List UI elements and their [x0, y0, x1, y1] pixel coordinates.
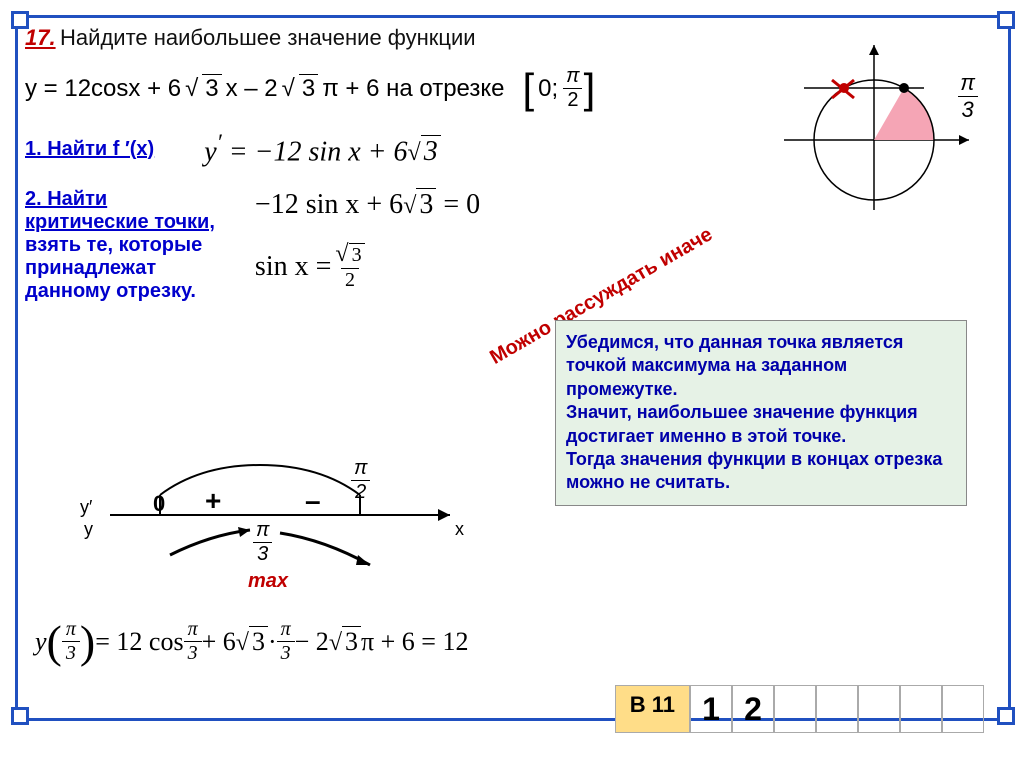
step2-block: 2. Найти критические точки, взять те, ко…: [25, 188, 215, 303]
digit-empty: [900, 685, 942, 733]
eq-sinx: sin x = 3 2: [255, 241, 480, 292]
e2r: = 0: [436, 189, 480, 220]
fpi3: π: [277, 618, 295, 641]
digit-empty: [816, 685, 858, 733]
sqrt3-a: 3: [202, 74, 221, 103]
sqrt-icon: [335, 244, 348, 266]
zero: 0: [153, 491, 165, 517]
fp6: + 6: [202, 627, 236, 657]
info-box: Убедимся, что данная точка является точк…: [555, 320, 967, 506]
fm2: − 2: [295, 627, 329, 657]
answer-label: В 11: [615, 685, 690, 733]
int-pi: π: [562, 65, 583, 88]
title-text: Найдите наибольшее значение функции: [60, 25, 476, 50]
d1: y: [204, 136, 216, 167]
pi-top: π: [350, 457, 371, 480]
step1-label: 1. Найти f ′(x): [25, 138, 154, 161]
fpi2: π: [184, 618, 202, 641]
e2l: −12 sin x + 6: [255, 189, 403, 220]
e3d: 2: [341, 268, 359, 292]
digit-1: 1: [690, 685, 732, 733]
s2l4: принадлежат: [25, 257, 215, 280]
sqrt-icon: [282, 75, 295, 103]
problem-number: 17.: [25, 25, 56, 50]
eq-p5: π + 6 на отрезке: [322, 75, 504, 103]
d2: = −12 sin x + 6: [222, 136, 408, 167]
s2l5: данному отрезку.: [25, 280, 215, 303]
sqrt-icon: [185, 75, 198, 103]
equations-block: −12 sin x + 6 3 = 0 sin x = 3 2: [255, 188, 480, 303]
e3n: 3: [349, 243, 365, 267]
int-left: 0;: [538, 75, 558, 103]
e2s: 3: [416, 188, 436, 221]
digit-2: 2: [732, 685, 774, 733]
answer-row: В 11 1 2: [615, 685, 984, 733]
three-mid: 3: [253, 542, 272, 566]
sqrt-icon: [403, 189, 416, 220]
final-calc: y ( π3 ) = 12 cos π3 + 6 3 · π3 − 2 3 π …: [35, 615, 468, 668]
s2l3: взять те, которые: [25, 234, 215, 257]
s2l2: критические точки,: [25, 211, 215, 234]
eq-p3: x – 2: [226, 75, 278, 103]
sqrt-icon: [408, 136, 421, 167]
sign-diagram: y′ y 0 + – π 2 π 3 max x: [80, 455, 480, 585]
eq-p1: y = 12cosx + 6: [25, 75, 181, 103]
int-2: 2: [563, 88, 582, 112]
max-label: max: [248, 570, 288, 593]
pi-over-3-label: π 3: [956, 70, 979, 123]
fpi1: π: [62, 618, 80, 641]
derivative: y′ = −12 sin x + 63: [204, 130, 441, 168]
s2l1: 2. Найти: [25, 188, 215, 211]
f3a: 3: [62, 641, 80, 665]
unit-circle: [774, 40, 974, 220]
digit-empty: [774, 685, 816, 733]
eq-zero: −12 sin x + 6 3 = 0: [255, 188, 480, 221]
e3l: sin x =: [255, 251, 331, 283]
pi3n: π: [956, 70, 979, 96]
corner: [11, 707, 29, 725]
digit-empty: [858, 685, 900, 733]
sqrt-icon: [236, 627, 249, 657]
corner: [997, 707, 1015, 725]
feq1: = 12 cos: [95, 627, 183, 657]
d-sqrt: 3: [421, 135, 441, 168]
digit-empty: [942, 685, 984, 733]
corner: [997, 11, 1015, 29]
yprime-label: y′: [80, 497, 92, 518]
fdot: ·: [268, 627, 277, 657]
pi3d: 3: [958, 96, 978, 123]
fy: y: [35, 627, 47, 657]
plus: +: [205, 485, 221, 517]
sqrt-icon: [329, 627, 342, 657]
x-label: x: [455, 519, 464, 540]
two-bot: 2: [351, 480, 370, 504]
fs3: 3: [249, 626, 268, 657]
f3b: 3: [184, 641, 202, 665]
fs3b: 3: [342, 626, 361, 657]
f3c: 3: [277, 641, 295, 665]
interval: [ 0; π 2 ]: [522, 65, 595, 112]
sqrt3-b: 3: [299, 74, 318, 103]
y-label: y: [84, 519, 93, 540]
fpie: π + 6 = 12: [361, 627, 468, 657]
pi-mid: π: [252, 519, 273, 542]
info-text: Убедимся, что данная точка является точк…: [566, 332, 942, 492]
minus: –: [305, 485, 321, 517]
